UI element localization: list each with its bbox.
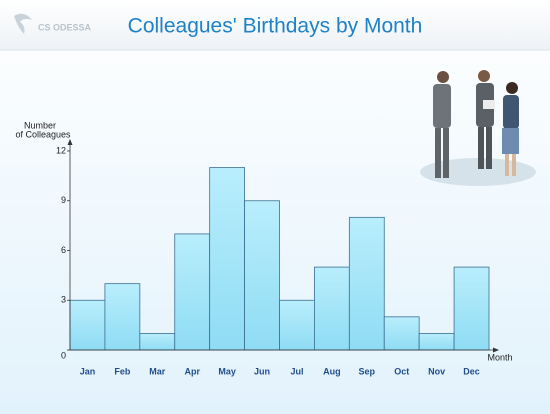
x-tick-label: Jan [80,366,96,376]
bar [104,283,141,351]
y-axis-arrow [67,139,73,145]
y-tick-label: 12 [56,145,66,155]
bar [174,233,211,351]
bar [314,266,350,351]
y-axis-label: of Colleagues [15,129,71,139]
x-tick-label: Mar [149,366,166,376]
chart-title: Colleagues' Birthdays by Month [128,15,423,38]
bar [209,167,245,351]
logo-icon [14,13,32,34]
x-tick-label: Sep [359,366,376,376]
bar [383,316,420,351]
x-tick-label: Nov [428,366,445,376]
bar [279,299,315,351]
bar [139,333,176,351]
x-axis-arrow [493,347,499,353]
bar [244,200,280,351]
bar [418,333,455,351]
x-tick-label: Dec [463,366,480,376]
x-tick-label: Jul [290,366,303,376]
people-illustration [420,70,536,186]
y-tick-label: 9 [61,195,66,205]
logo: CS ODESSA [38,22,92,32]
y-tick-label: 3 [61,295,66,305]
x-tick-label: Aug [323,366,341,376]
y-axis-label: Number [24,120,56,130]
x-tick-label: Feb [114,366,131,376]
bar [348,216,385,351]
y-tick-label: 6 [61,245,66,255]
x-tick-label: Oct [394,366,409,376]
x-tick-label: Jun [254,366,270,376]
y-tick-label: 0 [61,350,66,360]
x-tick-label: May [218,366,236,376]
bar [453,266,490,351]
header [0,0,550,50]
x-tick-label: Apr [184,366,200,376]
bar [69,299,106,351]
x-axis-label: Month [487,352,512,362]
